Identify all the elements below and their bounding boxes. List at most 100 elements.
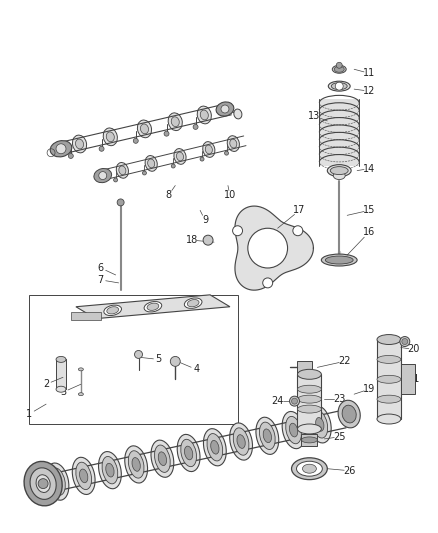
Circle shape <box>335 82 343 90</box>
Ellipse shape <box>72 457 95 495</box>
Ellipse shape <box>72 135 87 153</box>
Ellipse shape <box>334 66 344 72</box>
Ellipse shape <box>106 463 114 477</box>
Ellipse shape <box>53 475 62 488</box>
Ellipse shape <box>297 395 321 403</box>
Ellipse shape <box>50 141 72 157</box>
Circle shape <box>133 139 138 143</box>
Ellipse shape <box>297 405 321 413</box>
Ellipse shape <box>338 400 360 428</box>
Text: 25: 25 <box>333 432 346 442</box>
Bar <box>319 99 359 166</box>
Ellipse shape <box>80 469 88 483</box>
Polygon shape <box>76 295 230 319</box>
Ellipse shape <box>46 463 69 500</box>
Text: 3: 3 <box>60 387 66 397</box>
Ellipse shape <box>330 167 348 175</box>
Bar <box>377 340 401 419</box>
Ellipse shape <box>155 445 170 472</box>
Circle shape <box>56 144 66 154</box>
Text: 26: 26 <box>343 466 355 475</box>
Ellipse shape <box>203 429 226 466</box>
Ellipse shape <box>147 303 159 310</box>
Circle shape <box>292 398 297 404</box>
Ellipse shape <box>94 168 112 183</box>
Circle shape <box>171 164 175 168</box>
Circle shape <box>99 172 107 180</box>
Ellipse shape <box>308 406 331 443</box>
Ellipse shape <box>321 254 357 266</box>
Ellipse shape <box>36 475 50 492</box>
Text: 1: 1 <box>26 409 32 419</box>
Text: 24: 24 <box>272 396 284 406</box>
Ellipse shape <box>24 462 62 506</box>
Ellipse shape <box>148 159 155 168</box>
Circle shape <box>38 479 48 489</box>
Ellipse shape <box>230 139 237 148</box>
Ellipse shape <box>56 357 66 362</box>
Bar <box>401 365 415 394</box>
Text: 8: 8 <box>165 190 171 200</box>
Ellipse shape <box>286 416 301 444</box>
Ellipse shape <box>292 458 327 480</box>
Text: 23: 23 <box>333 394 346 404</box>
Ellipse shape <box>327 165 351 176</box>
Circle shape <box>170 357 180 366</box>
Ellipse shape <box>282 411 305 449</box>
Circle shape <box>400 336 410 346</box>
Ellipse shape <box>138 120 152 138</box>
Ellipse shape <box>99 451 121 489</box>
Ellipse shape <box>125 446 148 483</box>
Text: 19: 19 <box>363 384 375 394</box>
Ellipse shape <box>230 423 252 460</box>
Circle shape <box>113 178 117 182</box>
Circle shape <box>336 62 342 68</box>
Bar <box>29 295 238 424</box>
Ellipse shape <box>30 468 56 499</box>
Circle shape <box>164 131 169 136</box>
Ellipse shape <box>200 110 208 120</box>
Ellipse shape <box>263 429 272 442</box>
Ellipse shape <box>234 109 242 119</box>
Ellipse shape <box>256 417 279 455</box>
Ellipse shape <box>184 298 202 309</box>
Ellipse shape <box>312 410 328 438</box>
Ellipse shape <box>377 356 401 364</box>
Text: 15: 15 <box>363 205 375 215</box>
Ellipse shape <box>297 461 322 476</box>
Polygon shape <box>235 206 314 290</box>
Circle shape <box>233 226 243 236</box>
Ellipse shape <box>171 117 179 127</box>
Text: 21: 21 <box>408 374 420 384</box>
Circle shape <box>134 351 142 358</box>
Ellipse shape <box>205 145 212 154</box>
Ellipse shape <box>377 375 401 383</box>
Ellipse shape <box>233 428 249 455</box>
Circle shape <box>248 228 288 268</box>
Ellipse shape <box>184 446 193 460</box>
Text: 7: 7 <box>98 275 104 285</box>
Ellipse shape <box>151 440 174 477</box>
Circle shape <box>402 338 408 344</box>
Ellipse shape <box>174 149 186 164</box>
Ellipse shape <box>177 434 200 472</box>
Ellipse shape <box>106 132 114 142</box>
Ellipse shape <box>168 113 182 131</box>
Ellipse shape <box>128 451 144 478</box>
Text: 4: 4 <box>193 365 199 374</box>
Circle shape <box>68 154 73 158</box>
Circle shape <box>117 199 124 206</box>
Ellipse shape <box>119 166 126 175</box>
Text: 6: 6 <box>98 263 104 273</box>
Bar <box>56 359 66 389</box>
Text: 16: 16 <box>363 227 375 237</box>
Ellipse shape <box>333 172 345 180</box>
Ellipse shape <box>203 142 215 157</box>
Ellipse shape <box>56 386 66 392</box>
Text: 5: 5 <box>155 354 162 365</box>
Circle shape <box>263 278 273 288</box>
Bar <box>297 374 321 429</box>
Ellipse shape <box>325 256 353 264</box>
Ellipse shape <box>144 302 162 312</box>
Text: 10: 10 <box>224 190 236 200</box>
